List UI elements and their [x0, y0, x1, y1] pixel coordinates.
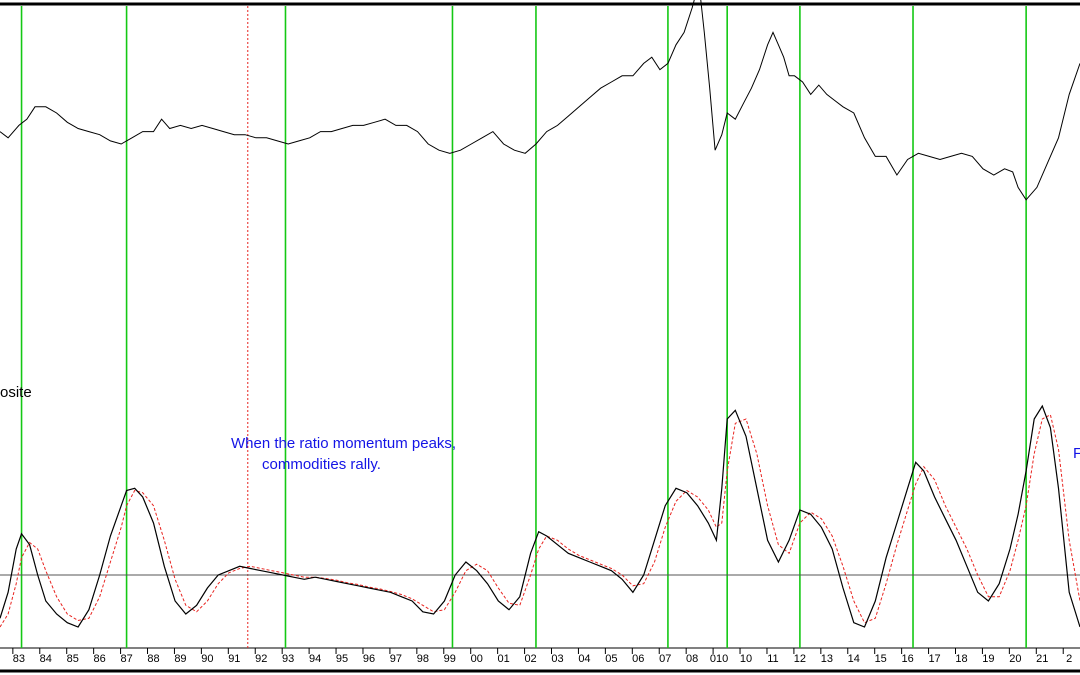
x-tick-label-30: 13 — [821, 653, 833, 665]
x-tick-label-8: 91 — [228, 653, 240, 665]
x-tick-label-22: 05 — [605, 653, 617, 665]
x-tick-label-21: 04 — [578, 653, 590, 665]
x-tick-label-32: 15 — [875, 653, 887, 665]
x-tick-label-33: 16 — [902, 653, 914, 665]
x-tick-label-15: 98 — [417, 653, 429, 665]
x-tick-label-36: 19 — [982, 653, 994, 665]
x-tick-label-5: 88 — [147, 653, 159, 665]
x-tick-label-4: 87 — [120, 653, 132, 665]
x-tick-label-2: 85 — [67, 653, 79, 665]
annotation-line-1: When the ratio momentum peaks, — [231, 435, 456, 452]
x-tick-label-18: 01 — [498, 653, 510, 665]
x-tick-label-25: 08 — [686, 653, 698, 665]
upper-series-line-0 — [0, 0, 1080, 201]
x-tick-label-9: 92 — [255, 653, 267, 665]
x-tick-label-34: 17 — [928, 653, 940, 665]
upper-panel-label: osite — [0, 384, 32, 401]
annotation-right-fragment: F — [1073, 445, 1080, 462]
x-tick-label-10: 93 — [282, 653, 294, 665]
x-tick-label-14: 97 — [390, 653, 402, 665]
momentum-line — [0, 404, 1080, 628]
x-tick-label-17: 00 — [471, 653, 483, 665]
x-tick-label-35: 18 — [955, 653, 967, 665]
x-tick-label-7: 90 — [201, 653, 213, 665]
x-tick-label-29: 12 — [794, 653, 806, 665]
cycle-markers-group — [20, 6, 1027, 648]
x-axis-ticks: 83 84 85 86 87 88 89 90 91 92 93 94 95 96 97 98 99 00 01 02… — [12, 648, 1072, 665]
x-tick-label-26: 010 — [710, 653, 728, 665]
x-tick-label-27: 10 — [740, 653, 752, 665]
lower-panel-series — [0, 404, 1080, 628]
x-tick-label-24: 07 — [659, 653, 671, 665]
x-tick-label-38: 21 — [1036, 653, 1048, 665]
x-tick-label-13: 96 — [363, 653, 375, 665]
x-tick-label-23: 06 — [632, 653, 644, 665]
x-tick-label-11: 94 — [309, 653, 321, 665]
x-tick-label-0: 83 — [13, 653, 25, 665]
x-tick-label-3: 86 — [94, 653, 106, 665]
x-tick-label-31: 14 — [848, 653, 860, 665]
x-tick-label-37: 20 — [1009, 653, 1021, 665]
x-tick-label-16: 99 — [444, 653, 456, 665]
x-tick-label-28: 11 — [767, 653, 778, 665]
upper-panel-series — [0, 0, 1080, 201]
x-tick-label-39: 2 — [1066, 653, 1072, 665]
annotation-line-2: commodities rally. — [262, 456, 381, 473]
signal-line — [0, 413, 1080, 628]
x-tick-label-6: 89 — [174, 653, 186, 665]
x-tick-label-1: 84 — [40, 653, 52, 665]
x-tick-label-19: 02 — [524, 653, 536, 665]
x-tick-label-20: 03 — [551, 653, 563, 665]
x-tick-label-12: 95 — [336, 653, 348, 665]
